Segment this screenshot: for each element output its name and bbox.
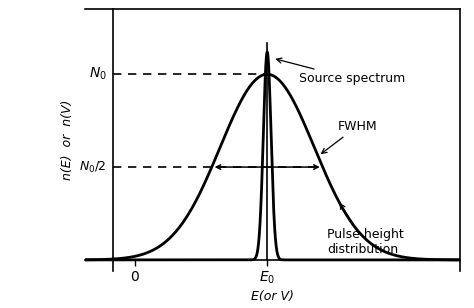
Text: $N_0/2$: $N_0/2$ xyxy=(79,160,107,175)
Y-axis label: n(E)  or  n(V): n(E) or n(V) xyxy=(61,100,74,180)
Text: $N_0$: $N_0$ xyxy=(89,66,107,83)
Text: FWHM: FWHM xyxy=(322,120,377,153)
Text: Source spectrum: Source spectrum xyxy=(277,58,406,86)
X-axis label: E(or V): E(or V) xyxy=(251,290,294,303)
Text: Pulse height
distribution: Pulse height distribution xyxy=(327,204,404,256)
